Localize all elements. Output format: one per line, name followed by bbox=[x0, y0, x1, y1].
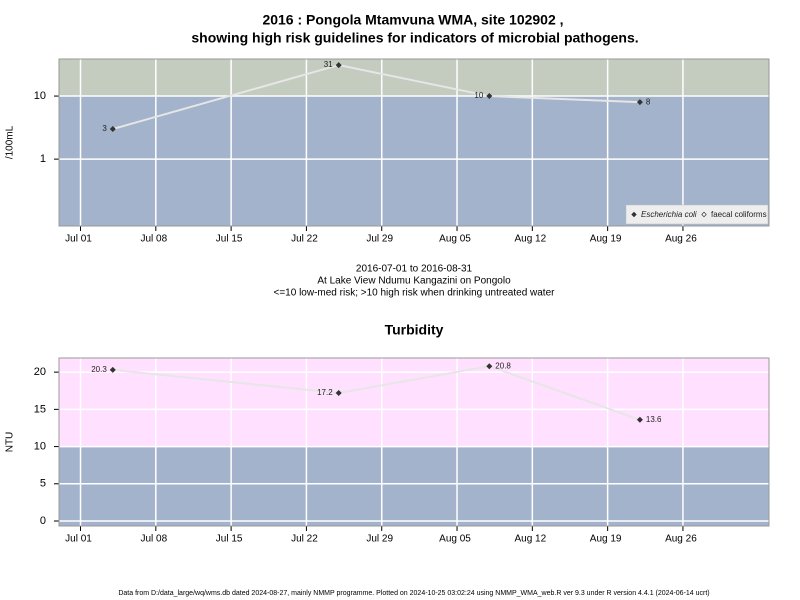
y-tick-label: 5 bbox=[40, 478, 46, 490]
data-label: 20.3 bbox=[91, 365, 107, 374]
chart-title: Turbidity bbox=[385, 322, 444, 338]
y-tick-label: 10 bbox=[34, 440, 46, 452]
plot-frame bbox=[58, 357, 770, 527]
y-axis-label: /100mL bbox=[5, 125, 16, 159]
legend-box bbox=[625, 204, 769, 225]
data-label: 13.6 bbox=[646, 415, 662, 424]
x-tick-label: Jul 08 bbox=[140, 234, 167, 245]
x-tick-label: Aug 05 bbox=[439, 534, 471, 545]
x-tick-label: Jul 01 bbox=[65, 534, 92, 545]
data-point bbox=[636, 99, 643, 106]
band-below bbox=[59, 446, 769, 526]
band-below bbox=[59, 96, 769, 227]
band-above bbox=[59, 59, 769, 97]
data-point bbox=[636, 416, 643, 423]
data-label: 3 bbox=[102, 124, 107, 133]
x-tick-label: Aug 26 bbox=[665, 534, 697, 545]
x-tick-label: Jul 29 bbox=[366, 534, 393, 545]
y-tick-label: 10 bbox=[34, 90, 46, 102]
footer: Data from D:/data_large/wq/wms.db dated … bbox=[118, 590, 709, 597]
caption: <=10 low-med risk; >10 high risk when dr… bbox=[274, 288, 556, 299]
x-tick-label: Aug 12 bbox=[514, 234, 546, 245]
x-tick-label: Aug 26 bbox=[665, 234, 697, 245]
data-point bbox=[486, 93, 493, 100]
x-tick-label: Jul 22 bbox=[291, 534, 318, 545]
legend-marker bbox=[631, 211, 637, 218]
legend-marker bbox=[701, 211, 707, 218]
x-tick-label: Jul 01 bbox=[65, 234, 92, 245]
x-tick-label: Jul 15 bbox=[216, 534, 243, 545]
series-line bbox=[112, 365, 641, 421]
y-tick-label: 1 bbox=[40, 153, 46, 165]
caption: 2016-07-01 to 2016-08-31 bbox=[356, 264, 473, 275]
x-tick-label: Jul 22 bbox=[291, 234, 318, 245]
y-axis-label: NTU bbox=[5, 432, 16, 453]
band-above bbox=[59, 358, 769, 447]
data-label: 10 bbox=[474, 91, 483, 100]
x-tick-label: Aug 19 bbox=[590, 534, 622, 545]
x-tick-label: Jul 08 bbox=[140, 534, 167, 545]
legend-label: Escherichia coli bbox=[641, 210, 697, 219]
data-label: 17.2 bbox=[317, 388, 333, 397]
data-point bbox=[335, 62, 342, 69]
x-tick-label: Jul 29 bbox=[366, 234, 393, 245]
y-tick-label: 0 bbox=[40, 515, 46, 527]
x-tick-label: Aug 05 bbox=[439, 234, 471, 245]
data-point bbox=[486, 363, 493, 370]
chart-title: 2016 : Pongola Mtamvuna WMA, site 102902… bbox=[262, 12, 563, 28]
data-label: 20.8 bbox=[495, 361, 511, 370]
series-line bbox=[112, 64, 640, 130]
y-tick-label: 20 bbox=[34, 366, 46, 378]
legend-label: faecal coliforms bbox=[711, 210, 767, 219]
plot-frame bbox=[58, 58, 770, 227]
chart-subtitle: showing high risk guidelines for indicat… bbox=[191, 30, 638, 46]
x-tick-label: Aug 19 bbox=[590, 234, 622, 245]
data-label: 8 bbox=[646, 97, 651, 106]
y-tick-label: 15 bbox=[34, 403, 46, 415]
x-tick-label: Jul 15 bbox=[216, 234, 243, 245]
data-label: 31 bbox=[324, 60, 333, 69]
data-point bbox=[109, 126, 116, 133]
data-point bbox=[109, 366, 116, 373]
data-point bbox=[335, 389, 342, 396]
caption: At Lake View Ndumu Kangazini on Pongolo bbox=[317, 276, 511, 287]
x-tick-label: Aug 12 bbox=[514, 534, 546, 545]
